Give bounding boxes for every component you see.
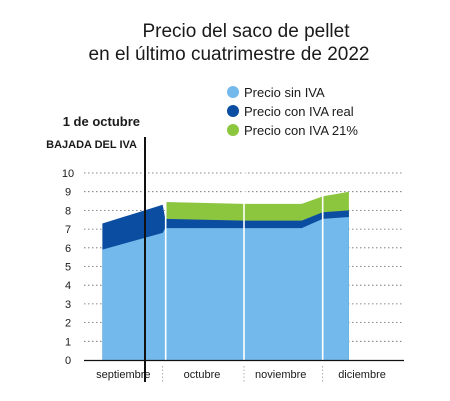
x-tick-label: noviembre <box>255 369 306 381</box>
chart-areas <box>102 191 349 360</box>
y-tick-label: 5 <box>65 262 71 274</box>
month-separators <box>164 160 324 360</box>
y-tick-label: 2 <box>65 318 71 330</box>
y-tick-label: 1 <box>65 336 71 348</box>
legend-label: Precio con IVA 21% <box>244 123 358 138</box>
annotation-date-label: 1 de octubre <box>63 114 140 129</box>
x-tick-label: septiembre <box>96 369 150 381</box>
legend-label: Precio sin IVA <box>244 85 325 100</box>
legend-marker <box>227 86 239 98</box>
x-axis: septiembre octubre noviembre diciembre <box>96 366 386 382</box>
y-tick-label: 7 <box>65 224 71 236</box>
legend-marker <box>227 124 239 136</box>
chart-legend: Precio sin IVA Precio con IVA real Precio … <box>227 85 358 138</box>
y-tick-label: 8 <box>65 205 71 217</box>
y-axis: 0 1 2 3 4 5 6 7 8 9 10 <box>62 168 404 367</box>
chart-title-line-2: en el último cuatrimestre de 2022 <box>89 44 370 65</box>
y-tick-label: 9 <box>65 187 71 199</box>
y-tick-label: 3 <box>65 299 71 311</box>
y-tick-label: 6 <box>65 243 71 255</box>
y-tick-label: 4 <box>65 280 71 292</box>
legend-marker <box>227 105 239 117</box>
chart-title-line-1: Precio del saco de pellet <box>142 21 350 42</box>
x-tick-label: octubre <box>184 369 221 381</box>
y-tick-label: 0 <box>65 355 71 367</box>
area-precio-sin-iva <box>102 216 349 360</box>
annotation-event-label: BAJADA DEL IVA <box>46 139 137 151</box>
legend-label: Precio con IVA real <box>244 104 354 119</box>
y-tick-label: 10 <box>62 168 74 180</box>
x-tick-label: diciembre <box>338 369 386 381</box>
